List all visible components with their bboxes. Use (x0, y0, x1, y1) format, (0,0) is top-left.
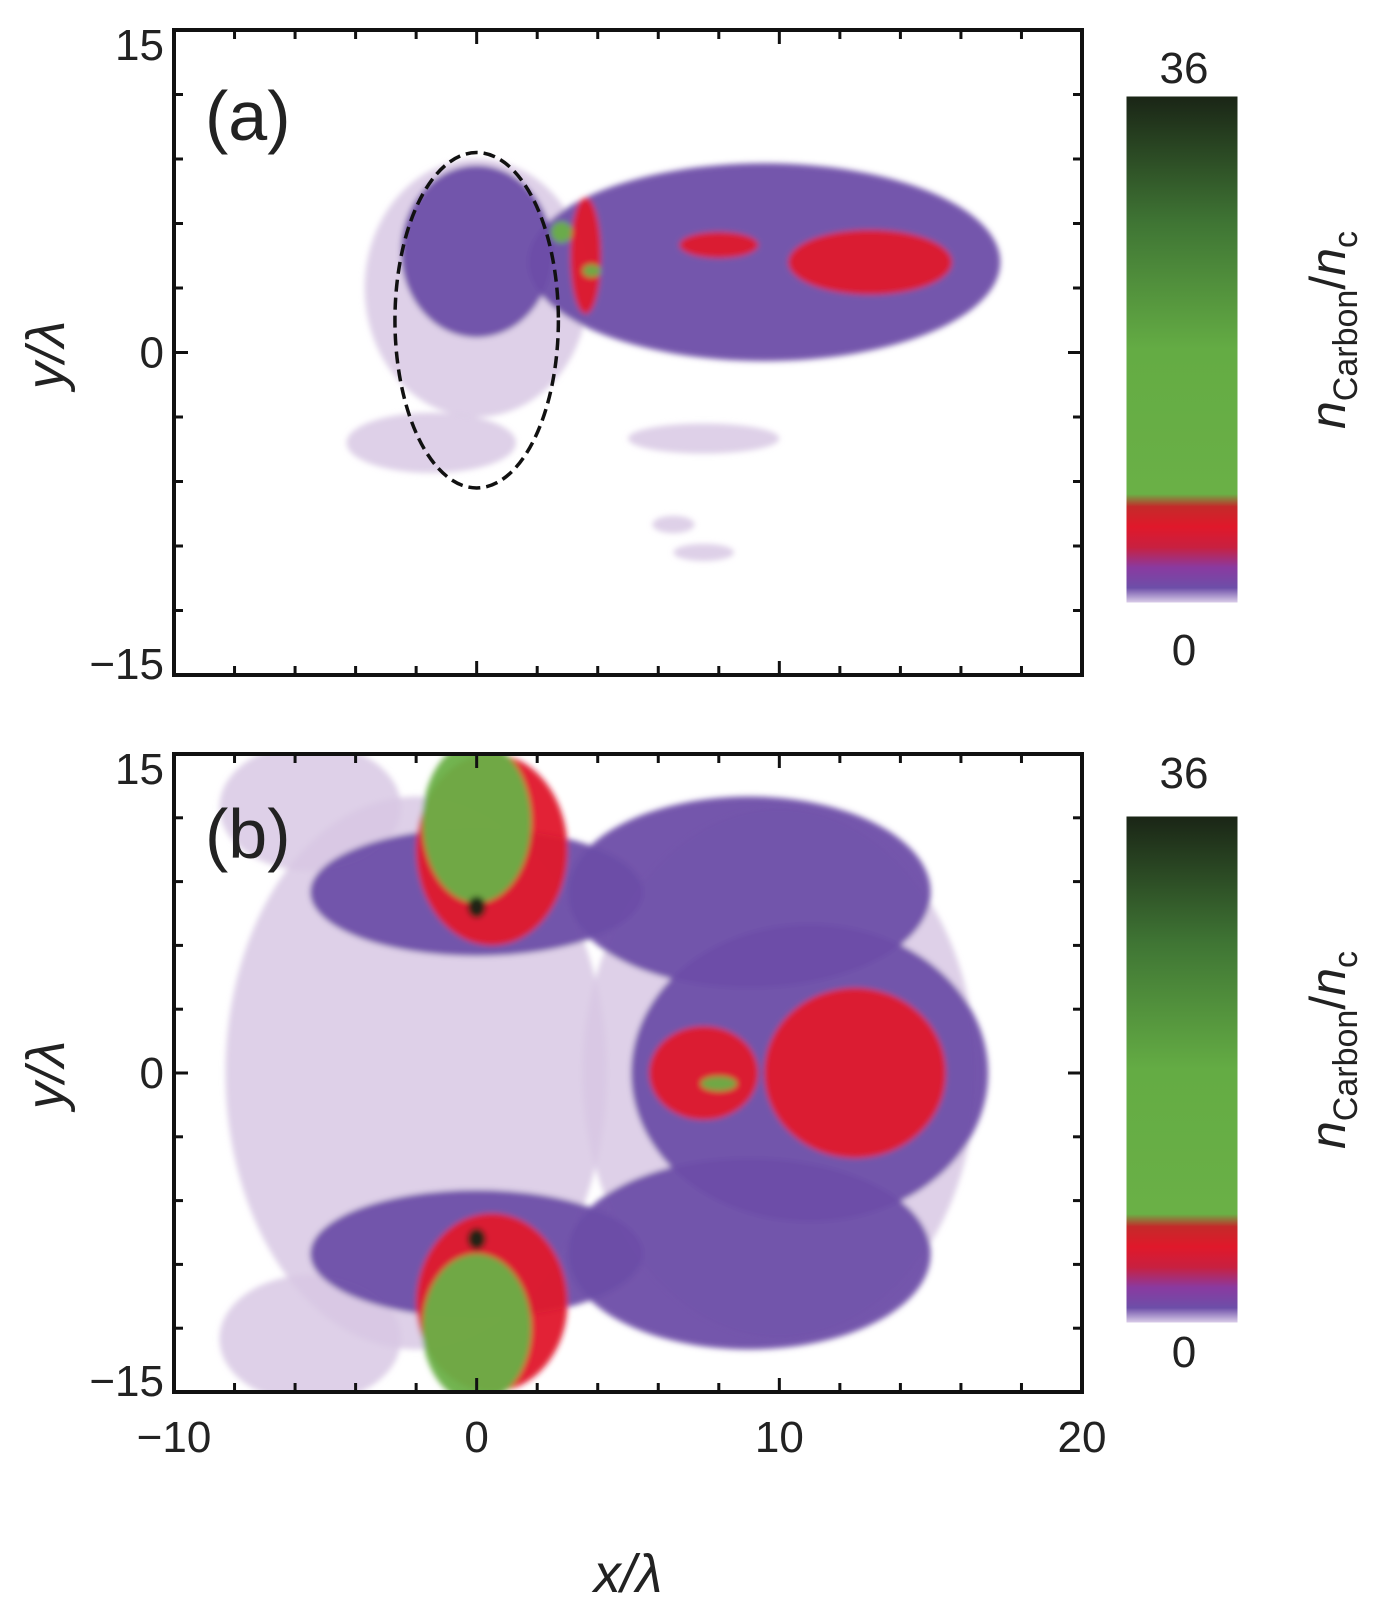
axis-ticks (172, 28, 1084, 677)
density-region-max (467, 896, 486, 918)
density-region-mid (764, 987, 946, 1159)
x-axis-title: x/λ (591, 1544, 663, 1604)
x-tick-label: −10 (137, 1413, 212, 1462)
density-region-faint (628, 423, 780, 454)
density-region-high (700, 1076, 737, 1092)
density-region-high (422, 754, 532, 903)
colorbar-title: nCarbon/nc (1300, 951, 1365, 1149)
panel-label: (a) (205, 77, 291, 155)
colorbar-min-label: 0 (1172, 626, 1196, 675)
x-tick-labels: −10 0 10 20 (137, 1413, 1107, 1462)
y-axis-title: y/λ (16, 1041, 76, 1114)
x-tick-label: 0 (464, 1413, 488, 1462)
density-region-faint (219, 1275, 401, 1392)
density-region-low (528, 163, 1001, 362)
dashed-ellipse-annotation (393, 150, 561, 490)
density-region-mid (788, 229, 952, 295)
density-region-high (550, 221, 573, 243)
density-region-faint (673, 543, 734, 562)
y-tick-label: 15 (115, 745, 164, 794)
y-axis-title: y/λ (16, 321, 76, 394)
y-tick-label: −15 (89, 640, 164, 689)
density-region-low (567, 796, 931, 988)
y-tick-labels: −15 0 15 (89, 21, 164, 689)
density-region-faint (219, 754, 401, 871)
colorbar-max-label: 36 (1160, 749, 1209, 798)
panel-b: −15 0 15 −10 0 10 20 (b) y/λ x/λ 36 0 nCarbon… (16, 745, 1365, 1604)
density-region-faint (346, 412, 517, 473)
y-tick-label: 0 (140, 1049, 164, 1098)
panel-a: −15 0 15 (a) y/λ 36 0 nCarbon/nc (16, 21, 1365, 689)
colorbar (1125, 815, 1239, 1324)
colorbar-title: nCarbon/nc (1300, 231, 1365, 429)
density-region-mid (649, 1026, 759, 1120)
density-region-high (582, 264, 601, 278)
colorbar-min-label: 0 (1172, 1328, 1196, 1377)
axis-ticks (172, 752, 1084, 1394)
heatmap-area (219, 754, 989, 1392)
x-tick-label: 10 (755, 1413, 804, 1462)
colorbar (1125, 95, 1239, 604)
density-region-mid (570, 197, 601, 314)
y-tick-labels: −15 0 15 (89, 745, 164, 1406)
x-tick-label: 20 (1058, 1413, 1107, 1462)
density-region-mid (679, 232, 759, 258)
panel-label: (b) (205, 795, 291, 873)
plot-frame (172, 28, 1084, 677)
y-tick-label: 0 (140, 329, 164, 378)
density-region-low (401, 165, 553, 338)
density-region-faint (652, 515, 695, 534)
y-tick-label: 15 (115, 21, 164, 70)
colorbar-max-label: 36 (1160, 44, 1209, 93)
y-tick-label: −15 (89, 1357, 164, 1406)
density-region-high (422, 1253, 532, 1392)
heatmap-area (346, 159, 1001, 562)
density-region-low (567, 1158, 931, 1350)
density-region-max (467, 1228, 486, 1250)
